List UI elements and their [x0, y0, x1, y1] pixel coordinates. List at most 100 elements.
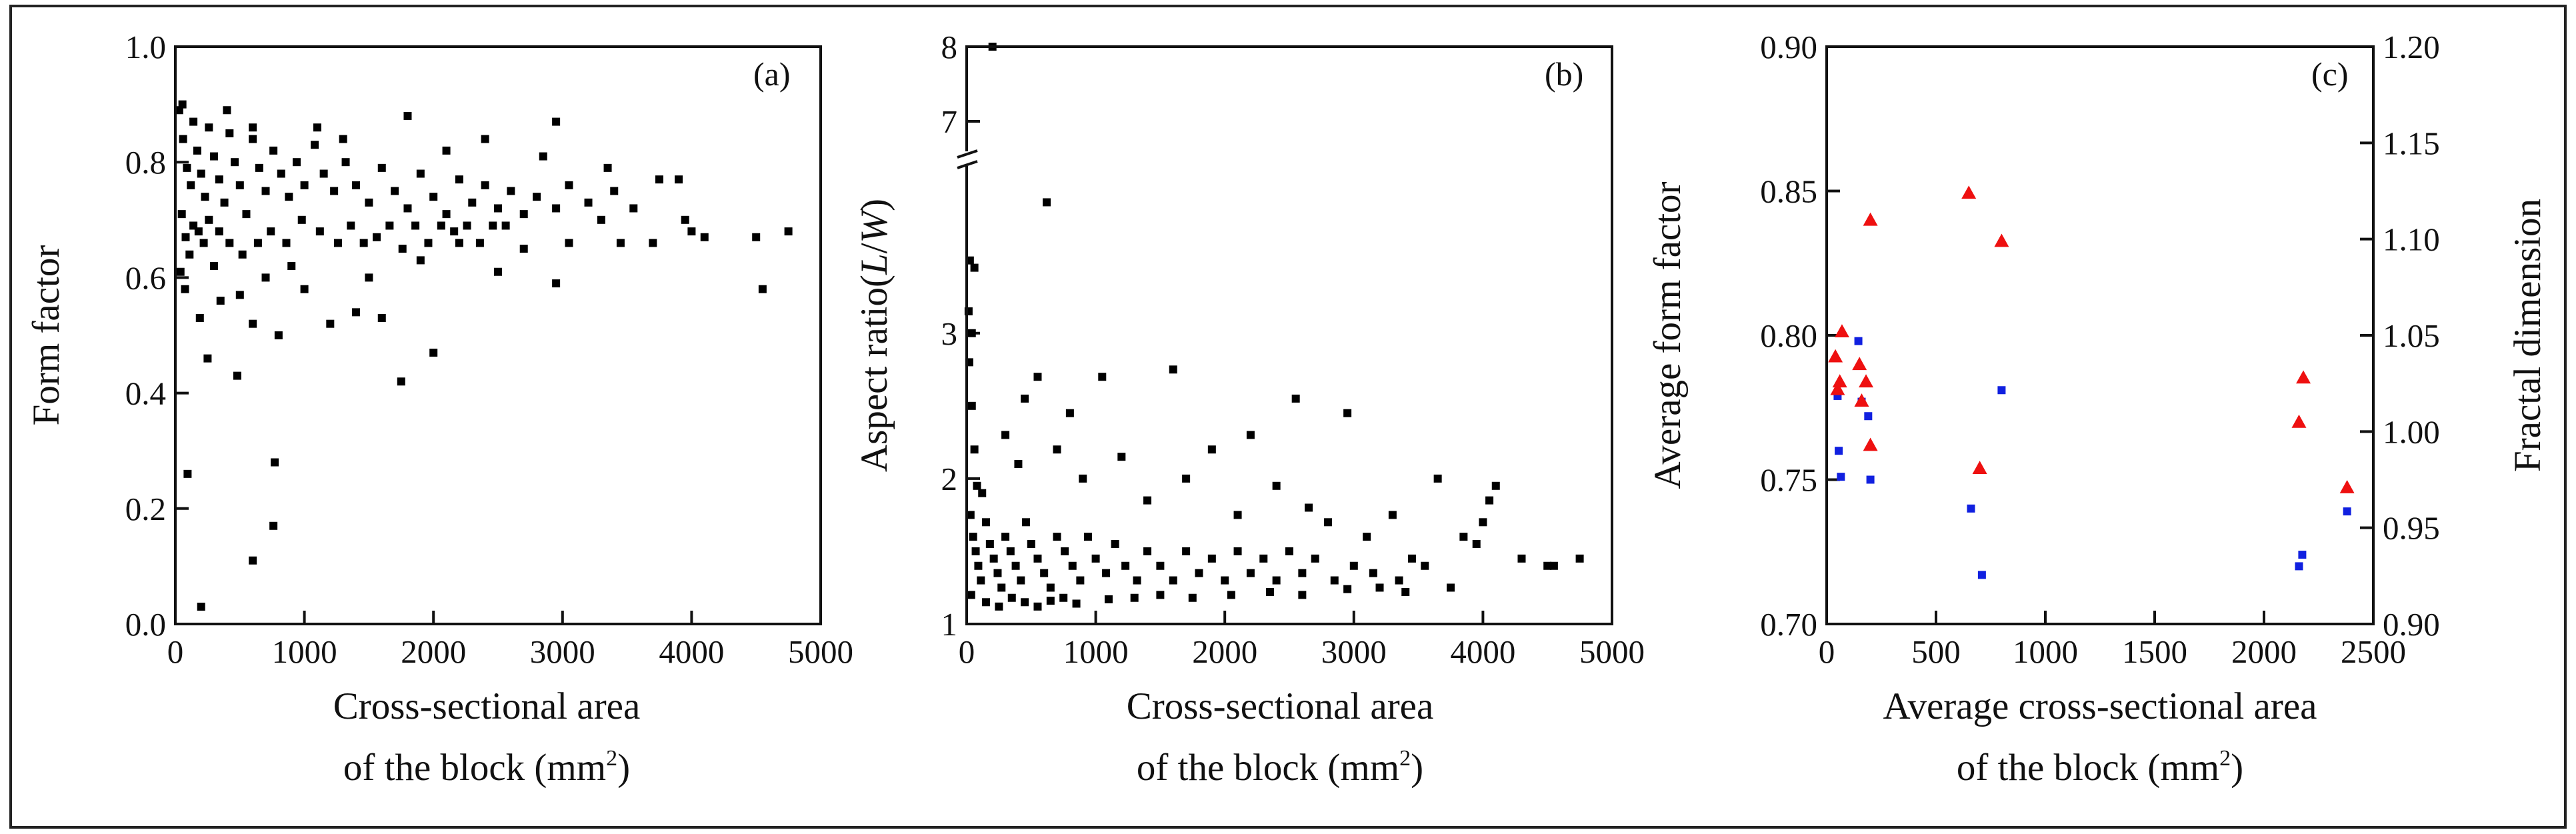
panel-b-data-point — [1006, 547, 1015, 555]
panel-b-y-axis-title: Aspect ratio(L/W) — [853, 199, 895, 472]
panel-b-data-point — [1061, 547, 1069, 555]
panel-a-data-point — [494, 204, 502, 213]
panel-a-data-point — [463, 221, 471, 230]
panel-c-x-tick-label: 1500 — [2122, 633, 2187, 670]
panel-a-data-point — [784, 227, 793, 236]
panel-a-data-point — [552, 204, 561, 213]
panel-c-form-factor-point — [1837, 473, 1845, 481]
panel-c-fractal-point — [1832, 374, 1847, 388]
panel-a-data-point — [481, 135, 489, 143]
panel-a-data-point — [437, 221, 445, 230]
panel-b-x-tick-label: 2000 — [1192, 633, 1257, 670]
panel-a-x-tick-label: 3000 — [530, 633, 595, 670]
panel-a-data-point — [365, 198, 373, 207]
panel-a-data-point — [411, 221, 420, 230]
panel-b-x-tick-label: 3000 — [1321, 633, 1387, 670]
panel-c-x-tick-label: 1000 — [2013, 633, 2078, 670]
panel-b-data-point — [1549, 561, 1558, 570]
panel-b-data-point — [1169, 365, 1177, 374]
panel-b-data-point — [997, 583, 1006, 592]
panel-c-x-axis-title-sup: 2 — [2219, 746, 2231, 771]
panel-a-data-point — [267, 227, 275, 236]
panel-b-data-point — [1068, 561, 1077, 570]
panel-b-data-point — [1182, 547, 1191, 555]
panel-c-fractal-point — [2291, 414, 2307, 428]
panel-a-x-axis-title-close: ) — [617, 747, 630, 789]
panel-b-data-point — [1033, 373, 1042, 381]
panel-c-y-tick-label-right: 0.95 — [2383, 510, 2440, 547]
panel-a-data-point — [352, 308, 361, 317]
panel-b-data-point — [967, 591, 975, 599]
panel-a-data-point — [424, 239, 433, 247]
panel-a-data-point — [193, 146, 201, 155]
panel-b-data-point — [1156, 591, 1165, 599]
panel-a-data-point — [313, 123, 321, 132]
panel-a-x-axis-title-sup: 2 — [606, 746, 617, 771]
panel-a-data-point — [481, 181, 489, 189]
panel-a-data-point — [681, 215, 689, 224]
panel-b-data-point — [1401, 588, 1410, 597]
panel-c-x-tick-label: 0 — [1819, 633, 1835, 670]
panel-a-data-point — [255, 163, 263, 172]
panel-b-y-tick-label: 8 — [941, 29, 958, 65]
panel-a-y-tick-label: 0.0 — [125, 606, 166, 643]
panel-a-data-point — [385, 221, 394, 230]
panel-b-label: (b) — [1545, 55, 1583, 93]
panel-a-data-point — [183, 469, 192, 478]
panel-a-data-point — [181, 285, 189, 293]
panel-a-data-point — [403, 111, 412, 120]
panel-b-data-point — [1388, 511, 1397, 519]
panel-c-y-tick-label: 0.70 — [1760, 606, 1817, 643]
panel-c-fractal-point — [1863, 212, 1878, 226]
panel-c-form-factor-point — [2295, 562, 2303, 571]
panel-a-data-point — [297, 215, 306, 224]
panel-a-data-point — [475, 239, 484, 247]
panel-a-data-point — [277, 169, 285, 178]
panel-a-data-point — [319, 169, 328, 178]
panel-b-data-point — [1433, 474, 1442, 483]
panel-a-data-point — [231, 158, 239, 167]
panel-a-data-point — [194, 227, 203, 236]
panel-b-plot-frame — [965, 45, 1613, 625]
panel-b-data-point — [1291, 394, 1300, 403]
panel-b-data-point — [1543, 561, 1552, 570]
panel-a-data-point — [285, 193, 293, 201]
panel-a: 0 1000 2000 3000 4000 50000.00.20.40.60.81.0 … — [25, 29, 853, 789]
panel-a-data-point — [203, 354, 212, 363]
panel-b-data-point — [1072, 599, 1081, 608]
panel-a-x-tick-label: 5000 — [788, 633, 853, 670]
panel-b-data-point — [1027, 540, 1035, 549]
panel-b-data-point — [1227, 591, 1235, 599]
panel-a-data-point — [249, 319, 257, 328]
panel-a-x-tick-label: 4000 — [659, 633, 724, 670]
panel-a-data-point — [333, 239, 342, 247]
panel-c-plot-frame — [1825, 45, 2375, 625]
panel-a-data-point — [603, 163, 612, 172]
panel-a-ticks: 0 1000 2000 3000 4000 5000 0.0 0.2 0.4 0.6 0.8 1.0 — [125, 29, 853, 670]
panel-b-data-point — [969, 533, 977, 541]
panel-c-fractal-point — [2296, 370, 2311, 384]
panel-b-data-point — [1143, 496, 1152, 505]
panel-a-data-point — [758, 285, 767, 293]
panel-b-data-point — [1305, 503, 1313, 512]
panel-a-data-point — [597, 215, 605, 224]
panel-a-data-point — [178, 100, 187, 109]
panel-c-fractal-point — [1828, 349, 1843, 363]
panel-a-data-point — [455, 175, 463, 184]
panel-a-data-point — [292, 158, 301, 167]
panel-c-y-tick-label: 0.75 — [1760, 462, 1817, 499]
panel-a-data-point — [176, 267, 185, 276]
panel-a-data-point — [210, 152, 219, 161]
panel-b-data-point — [1046, 597, 1055, 605]
panel-b-y-axis-title-slash: / — [853, 243, 895, 253]
panel-a-data-point — [687, 227, 696, 236]
panel-b-data-point — [1207, 445, 1216, 454]
panel-c-x-axis-title-line1: Average cross-sectional area — [1883, 685, 2317, 727]
panel-c-x-tick-label: 500 — [1911, 633, 1961, 670]
panel-b-data-point — [1188, 593, 1197, 602]
panel-b-data-point — [1369, 569, 1377, 577]
panel-b-data-point — [1169, 576, 1177, 585]
panel-b-data-point — [1233, 511, 1242, 519]
panel-b-data-point — [970, 445, 979, 454]
panel-b-data-point — [1421, 561, 1429, 570]
